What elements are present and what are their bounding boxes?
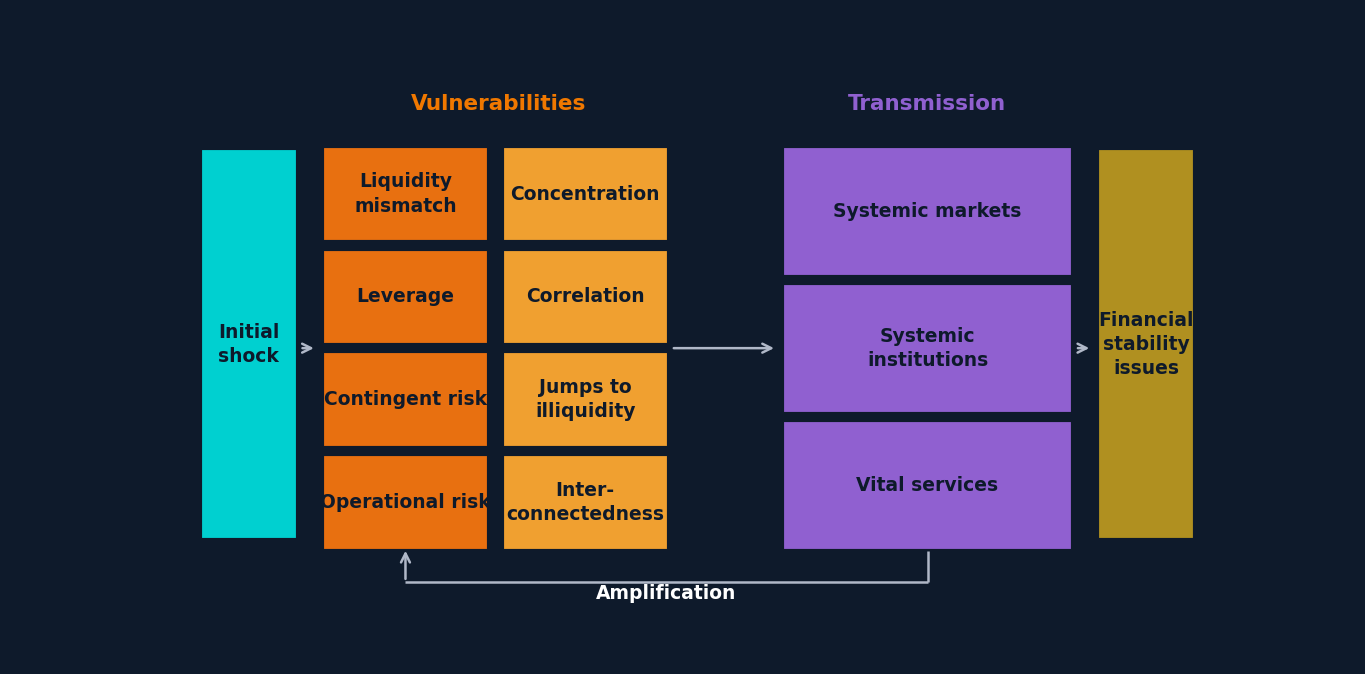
FancyBboxPatch shape [502, 454, 669, 551]
FancyBboxPatch shape [201, 148, 298, 540]
Text: Financial
stability
issues: Financial stability issues [1099, 311, 1194, 378]
Text: Operational risk: Operational risk [321, 493, 491, 512]
FancyBboxPatch shape [502, 146, 669, 242]
Text: Concentration: Concentration [511, 185, 661, 204]
Text: Systemic markets: Systemic markets [834, 202, 1022, 220]
FancyBboxPatch shape [782, 283, 1073, 414]
FancyBboxPatch shape [1097, 148, 1194, 540]
Text: Transmission: Transmission [848, 94, 1006, 114]
Text: Correlation: Correlation [526, 287, 644, 306]
FancyBboxPatch shape [322, 249, 489, 345]
Text: Contingent risk: Contingent risk [324, 390, 487, 409]
FancyBboxPatch shape [782, 146, 1073, 276]
Text: Liquidity
mismatch: Liquidity mismatch [354, 173, 457, 216]
Text: Systemic
institutions: Systemic institutions [867, 326, 988, 370]
FancyBboxPatch shape [322, 146, 489, 242]
Text: Initial
shock: Initial shock [218, 323, 280, 366]
Text: Leverage: Leverage [356, 287, 455, 306]
FancyBboxPatch shape [322, 351, 489, 448]
FancyBboxPatch shape [502, 351, 669, 448]
FancyBboxPatch shape [782, 420, 1073, 551]
Text: Jumps to
illiquidity: Jumps to illiquidity [535, 378, 636, 421]
Text: Vulnerabilities: Vulnerabilities [411, 94, 586, 114]
Text: Inter-
connectedness: Inter- connectedness [506, 481, 665, 524]
FancyBboxPatch shape [322, 454, 489, 551]
FancyBboxPatch shape [502, 249, 669, 345]
Text: Amplification: Amplification [597, 584, 737, 603]
Text: Vital services: Vital services [856, 476, 999, 495]
